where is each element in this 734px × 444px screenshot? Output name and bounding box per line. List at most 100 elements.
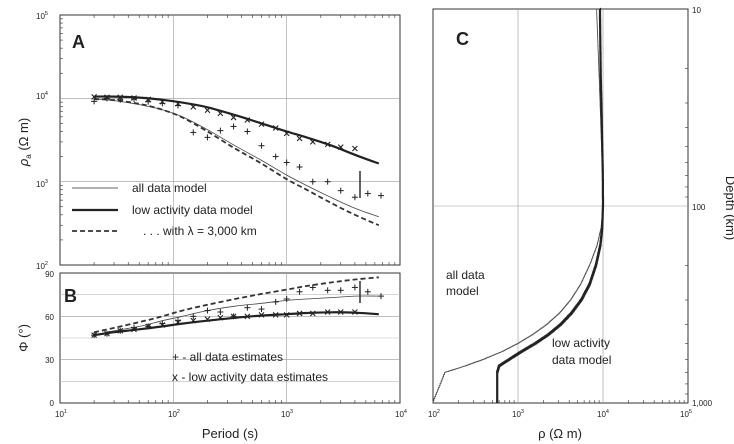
panel-a-label: A — [72, 32, 85, 52]
a-marker-plus — [272, 153, 279, 160]
panel-a-curves — [94, 95, 380, 227]
tick-exp: 5 — [45, 11, 48, 17]
tick-base: 10 — [36, 12, 45, 21]
b-marker-x — [159, 322, 166, 328]
a-marker-x — [175, 100, 181, 107]
panel-b-label: B — [64, 286, 77, 306]
b-marker-plus — [296, 288, 303, 295]
b-marker-plus — [378, 293, 385, 300]
marker-stroke — [91, 332, 98, 339]
b-marker-x — [352, 309, 358, 315]
c-ytick-1000: 1,000 — [692, 399, 713, 408]
a-marker-plus — [337, 187, 344, 194]
b-marker-x — [324, 309, 331, 315]
b-marker-x — [117, 327, 124, 334]
b-ytick-60: 60 — [45, 313, 54, 322]
c-xlabel-text: ρ (Ω m) — [538, 426, 582, 441]
b-marker-x — [244, 313, 251, 320]
b-marker-plus — [364, 288, 371, 295]
a-curve-thick — [94, 95, 380, 165]
marker-stroke — [217, 110, 224, 117]
b-marker-x — [272, 311, 279, 318]
b-xtick-1: 101 — [55, 409, 67, 419]
marker-stroke — [117, 327, 124, 334]
tick-base: 10 — [680, 410, 689, 419]
c-ytick-100: 100 — [692, 203, 706, 212]
c-ytick-10: 10 — [692, 6, 701, 15]
marker-stroke — [337, 309, 344, 315]
b-marker-x — [175, 319, 181, 326]
tick-exp: 4 — [404, 409, 407, 415]
marker-stroke — [230, 114, 237, 121]
marker-stroke — [272, 125, 279, 131]
panel-a-legend: all data model low activity data model .… — [72, 181, 257, 238]
a-marker-plus — [296, 163, 303, 170]
b-ytick-0: 0 — [50, 399, 55, 408]
c-xtick-4: 104 — [597, 409, 609, 419]
a-marker-x — [272, 125, 279, 131]
a-marker-x — [91, 94, 98, 100]
panel-a-grid — [60, 15, 400, 265]
tick-exp: 4 — [45, 91, 48, 97]
marker-stroke — [175, 100, 181, 107]
marker-stroke — [309, 310, 316, 317]
b-xtick-2: 102 — [168, 409, 180, 419]
a-marker-plus — [244, 128, 251, 135]
a-marker-plus — [104, 95, 111, 102]
a-marker-x — [159, 98, 166, 105]
tick-base: 10 — [36, 180, 45, 189]
marker-stroke — [272, 311, 279, 318]
a-marker-x — [283, 130, 290, 137]
a-marker-plus — [258, 142, 265, 149]
marker-stroke — [91, 94, 98, 100]
tick-exp: 5 — [689, 409, 692, 415]
marker-stroke — [145, 96, 152, 103]
marker-stroke — [159, 98, 166, 105]
b-curve-dashed — [93, 276, 379, 334]
b-marker-plus — [204, 307, 211, 314]
tick-base: 10 — [395, 410, 404, 419]
panel-a-frame — [59, 14, 401, 266]
a-curve-thin — [94, 98, 379, 218]
c-xtick-5: 105 — [680, 409, 692, 419]
b-marker-x — [91, 332, 98, 339]
b-marker-plus — [283, 296, 290, 302]
tick-base: 10 — [597, 410, 606, 419]
tick-base: 10 — [512, 410, 521, 419]
a-marker-x — [230, 114, 237, 121]
legend-thick-label: low activity data model — [132, 203, 253, 217]
c-xlabel: ρ (Ω m) — [538, 426, 582, 441]
b-marker-plus — [324, 287, 331, 294]
b-marker-x — [145, 323, 152, 330]
a-marker-plus — [364, 190, 371, 197]
panel-c-curves — [432, 7, 605, 403]
a-marker-plus — [283, 159, 290, 166]
b-xtick-3: 103 — [281, 409, 293, 419]
panel-a: A 105 104 103 102 ρa (Ω m) all data mode… — [16, 11, 401, 271]
legend-thin-label: all data model — [132, 181, 207, 195]
a-marker-plus — [230, 123, 237, 130]
tick-base: 10 — [281, 410, 290, 419]
b-curve-thick — [93, 311, 379, 337]
marker-stroke — [117, 94, 124, 101]
b-marker-x — [190, 317, 197, 324]
a-marker-x — [117, 94, 124, 101]
marker-stroke — [104, 330, 110, 337]
c-xtick-2: 102 — [428, 409, 440, 419]
b-marker-plus — [337, 287, 344, 294]
b-marker-plus — [217, 309, 224, 315]
a-marker-x — [190, 103, 197, 110]
marker-stroke — [190, 103, 197, 110]
a-marker-plus — [131, 96, 138, 103]
tick-exp: 3 — [45, 179, 48, 185]
panel-b-curves — [93, 276, 379, 337]
b-ytick-30: 30 — [45, 356, 54, 365]
legend-plus-label: + - all data estimates — [172, 350, 283, 364]
tick-exp: 2 — [177, 409, 180, 415]
b-marker-x — [204, 316, 211, 323]
a-marker-x — [217, 110, 224, 117]
c-annot-low-2: data model — [552, 353, 611, 367]
tick-base: 10 — [36, 92, 45, 101]
a-marker-plus — [204, 134, 211, 141]
